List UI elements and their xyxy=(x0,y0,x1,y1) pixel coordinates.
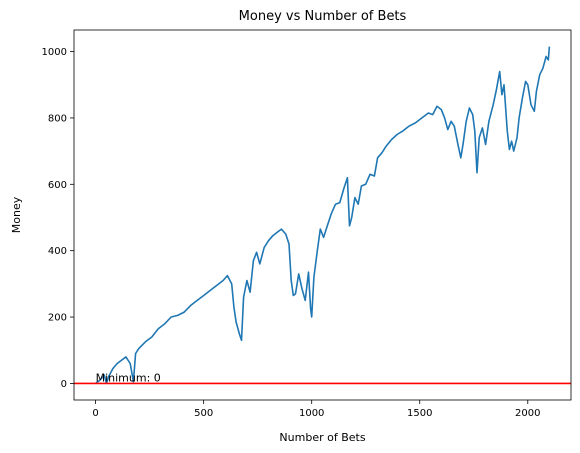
y-tick-label: 400 xyxy=(48,246,67,257)
x-tick-label: 0 xyxy=(92,408,98,419)
money-series-line xyxy=(95,46,551,385)
chart-title: Money vs Number of Bets xyxy=(239,9,407,24)
x-axis-label: Number of Bets xyxy=(279,431,365,444)
y-tick-label: 800 xyxy=(48,113,67,124)
y-tick-label: 600 xyxy=(48,180,67,191)
x-tick-label: 2000 xyxy=(515,408,540,419)
y-tick-label: 200 xyxy=(48,313,67,324)
x-tick-label: 500 xyxy=(194,408,213,419)
y-axis-label: Money xyxy=(10,196,23,233)
plot-frame xyxy=(73,29,572,401)
x-tick-label: 1000 xyxy=(299,408,324,419)
y-tick-label: 1000 xyxy=(42,47,67,58)
minimum-annotation: Minimum: 0 xyxy=(96,371,161,384)
x-tick-label: 1500 xyxy=(407,408,432,419)
y-tick-label: 0 xyxy=(61,379,67,390)
